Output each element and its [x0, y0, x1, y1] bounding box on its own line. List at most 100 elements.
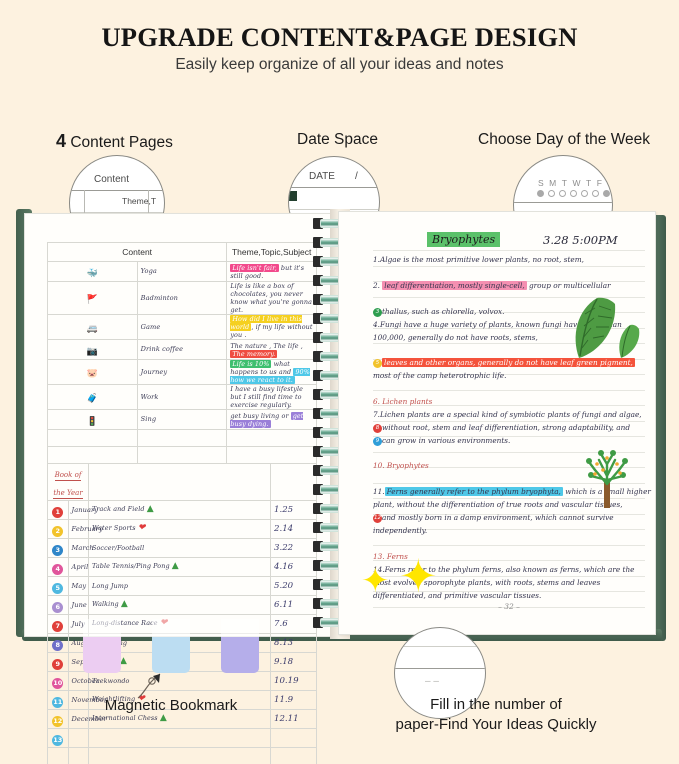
- fill-line-2: paper-Find Your Ideas Quickly: [395, 716, 597, 734]
- date-value: [270, 728, 317, 748]
- page-subtitle: Easily keep organize of all your ideas a…: [175, 56, 504, 73]
- week-dot[interactable]: [548, 190, 555, 197]
- content-table-header-row: Content Theme,Topic,Subject: [46, 242, 317, 262]
- ruled-line: [373, 420, 645, 422]
- month-name: December: [67, 709, 107, 729]
- sport-name: Table Tennis/Ping Pong ▲: [88, 557, 271, 577]
- ruled-line: [373, 405, 645, 406]
- month-name: January: [67, 500, 98, 520]
- note-line: 13. Ferns: [373, 552, 408, 561]
- date-value: 9.18: [270, 652, 317, 672]
- content-table-header-content: Content: [46, 242, 228, 262]
- sparkle-icon-large: ✦: [399, 550, 438, 602]
- table-row: 4 April Table Tennis/Ping Pong ▲ 4.16: [47, 557, 317, 577]
- table-row: 📷 Drink coffee The nature , The life , The…: [47, 339, 317, 360]
- date-value: 11.9: [270, 690, 317, 710]
- month-name: April: [67, 557, 89, 577]
- mag-page-dashes: – –: [425, 676, 439, 687]
- flag-icon: 🚩: [47, 281, 138, 315]
- bookmark-pink[interactable]: [83, 619, 121, 673]
- month-badge: 11: [47, 690, 69, 710]
- ruled-line: [373, 343, 645, 344]
- content-row-name: Yoga: [136, 261, 228, 282]
- month-badge: 7: [47, 614, 69, 634]
- table-row: 5 May Long Jump 5.20: [47, 576, 317, 596]
- highlight: The memory.: [230, 349, 278, 358]
- heart-icon: ❤: [137, 523, 146, 534]
- ruled-line: [373, 327, 645, 329]
- label-fill-in-number: Fill in the number of paper-Find Your Id…: [366, 695, 626, 736]
- note-line: differentiated, and primitive vascular t…: [373, 591, 542, 600]
- highlight: 90% how we react to it.: [230, 368, 310, 384]
- note-highlight: leaf differentiation, mostly single-cell…: [382, 281, 527, 290]
- month-badge: 8: [47, 633, 69, 653]
- week-dot[interactable]: [559, 190, 566, 197]
- ruled-line: [373, 250, 645, 251]
- ruled-line: [373, 606, 645, 608]
- sport-name: Soccer/Football: [88, 538, 271, 558]
- content-pages-text: Content Pages: [66, 134, 173, 151]
- triangle-icon: ▲: [146, 504, 154, 515]
- month-badge: 1: [47, 500, 69, 520]
- content-row-name: Work: [136, 384, 228, 410]
- bookmark-purple[interactable]: [221, 619, 259, 673]
- note-line: most of the camp heterotrophic life.: [373, 371, 507, 380]
- note-line: 100,000, generally do not have roots, st…: [373, 333, 538, 342]
- book-table-title: Book of the Year: [53, 471, 83, 499]
- week-dot[interactable]: [603, 190, 610, 197]
- page-title: UPGRADE CONTENT&PAGE DESIGN: [101, 22, 578, 52]
- ruled-line: [373, 529, 645, 530]
- content-row-theme: How did I live in this world, if my life…: [226, 314, 317, 340]
- content-row-name: Game: [136, 314, 228, 340]
- note-line: 9 can grow in various environments.: [373, 436, 645, 446]
- book-of-the-year-table: Book of the Year 1 January Track and Field …: [47, 463, 317, 764]
- week-dot[interactable]: [537, 190, 544, 197]
- notes-title: Bryophytes: [427, 232, 501, 247]
- table-row: 13: [47, 728, 317, 748]
- notebook-page-right: Bryophytes 3.28 5:00PM 1.Algae is the mo…: [338, 211, 656, 635]
- notebook-page-left: Content Theme,Topic,Subject 🐳 Yoga Life is…: [24, 213, 336, 764]
- week-letter: S: [538, 178, 544, 188]
- highlight: Life isn't fair,: [230, 263, 279, 272]
- note-bullet: 3: [373, 308, 382, 317]
- table-row: 🐷 Journey Life is 10% what happens to us a…: [47, 359, 317, 385]
- week-letter: M: [549, 178, 557, 188]
- month-badge: 3: [47, 538, 69, 558]
- tree-icon: [586, 450, 628, 508]
- highlight: Life is 10%: [230, 360, 272, 368]
- week-dot[interactable]: [570, 190, 577, 197]
- table-row: 🚐 Game How did I live in this world, if my…: [47, 314, 317, 340]
- table-row: 🚦 Sing get busy living or get busy dying.: [47, 409, 317, 430]
- ruled-line: [373, 265, 645, 267]
- ruled-line: [373, 451, 645, 453]
- mag-date-slash-1: /: [355, 171, 358, 182]
- mag-content-col2: Theme,T: [122, 196, 157, 206]
- note-line: 6. Lichen plants: [373, 397, 433, 406]
- month-badge: 12: [47, 709, 69, 729]
- sport-name: Track and Field ▲: [88, 500, 271, 520]
- table-row: 🚩 Badminton Life is like a box of chocolat…: [47, 281, 317, 315]
- note-bullet: 8: [373, 424, 382, 433]
- table-row: 🐳 Yoga Life isn't fair, but it's still goo…: [47, 261, 317, 282]
- curved-arrow-icon: [137, 673, 161, 699]
- month-badge: 5: [47, 576, 69, 596]
- note-line: 12and mostly born in a damp environment,…: [373, 513, 614, 523]
- content-row-theme: Life isn't fair, but it's still good.: [226, 261, 317, 282]
- note-line: 3 thallus, such as chlorella, volvox.: [373, 307, 645, 317]
- traffic-light-icon: 🚦: [47, 409, 138, 430]
- callout-label-date-space: Date Space: [297, 131, 378, 148]
- note-line: 4.Fungi have a huge variety of plants, k…: [373, 320, 622, 329]
- date-value: 12.11: [270, 709, 317, 729]
- note-highlight: Ferns generally refer to the phylum bryo…: [384, 487, 563, 496]
- sparkle-icon-small: ✦: [361, 562, 390, 600]
- mag-date-slash-2: /: [373, 171, 376, 182]
- week-dots[interactable]: [537, 190, 610, 197]
- week-dot[interactable]: [581, 190, 588, 197]
- week-dot[interactable]: [592, 190, 599, 197]
- page-number: – 32 –: [498, 602, 520, 611]
- bookmark-blue[interactable]: [152, 619, 190, 673]
- note-line: 7.Lichen plants are a special kind of sy…: [373, 410, 642, 419]
- heart-icon: ❤: [137, 694, 146, 705]
- ruled-line: [373, 374, 645, 375]
